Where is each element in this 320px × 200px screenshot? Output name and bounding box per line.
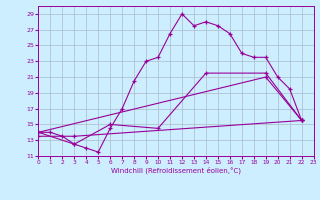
X-axis label: Windchill (Refroidissement éolien,°C): Windchill (Refroidissement éolien,°C) — [111, 167, 241, 174]
